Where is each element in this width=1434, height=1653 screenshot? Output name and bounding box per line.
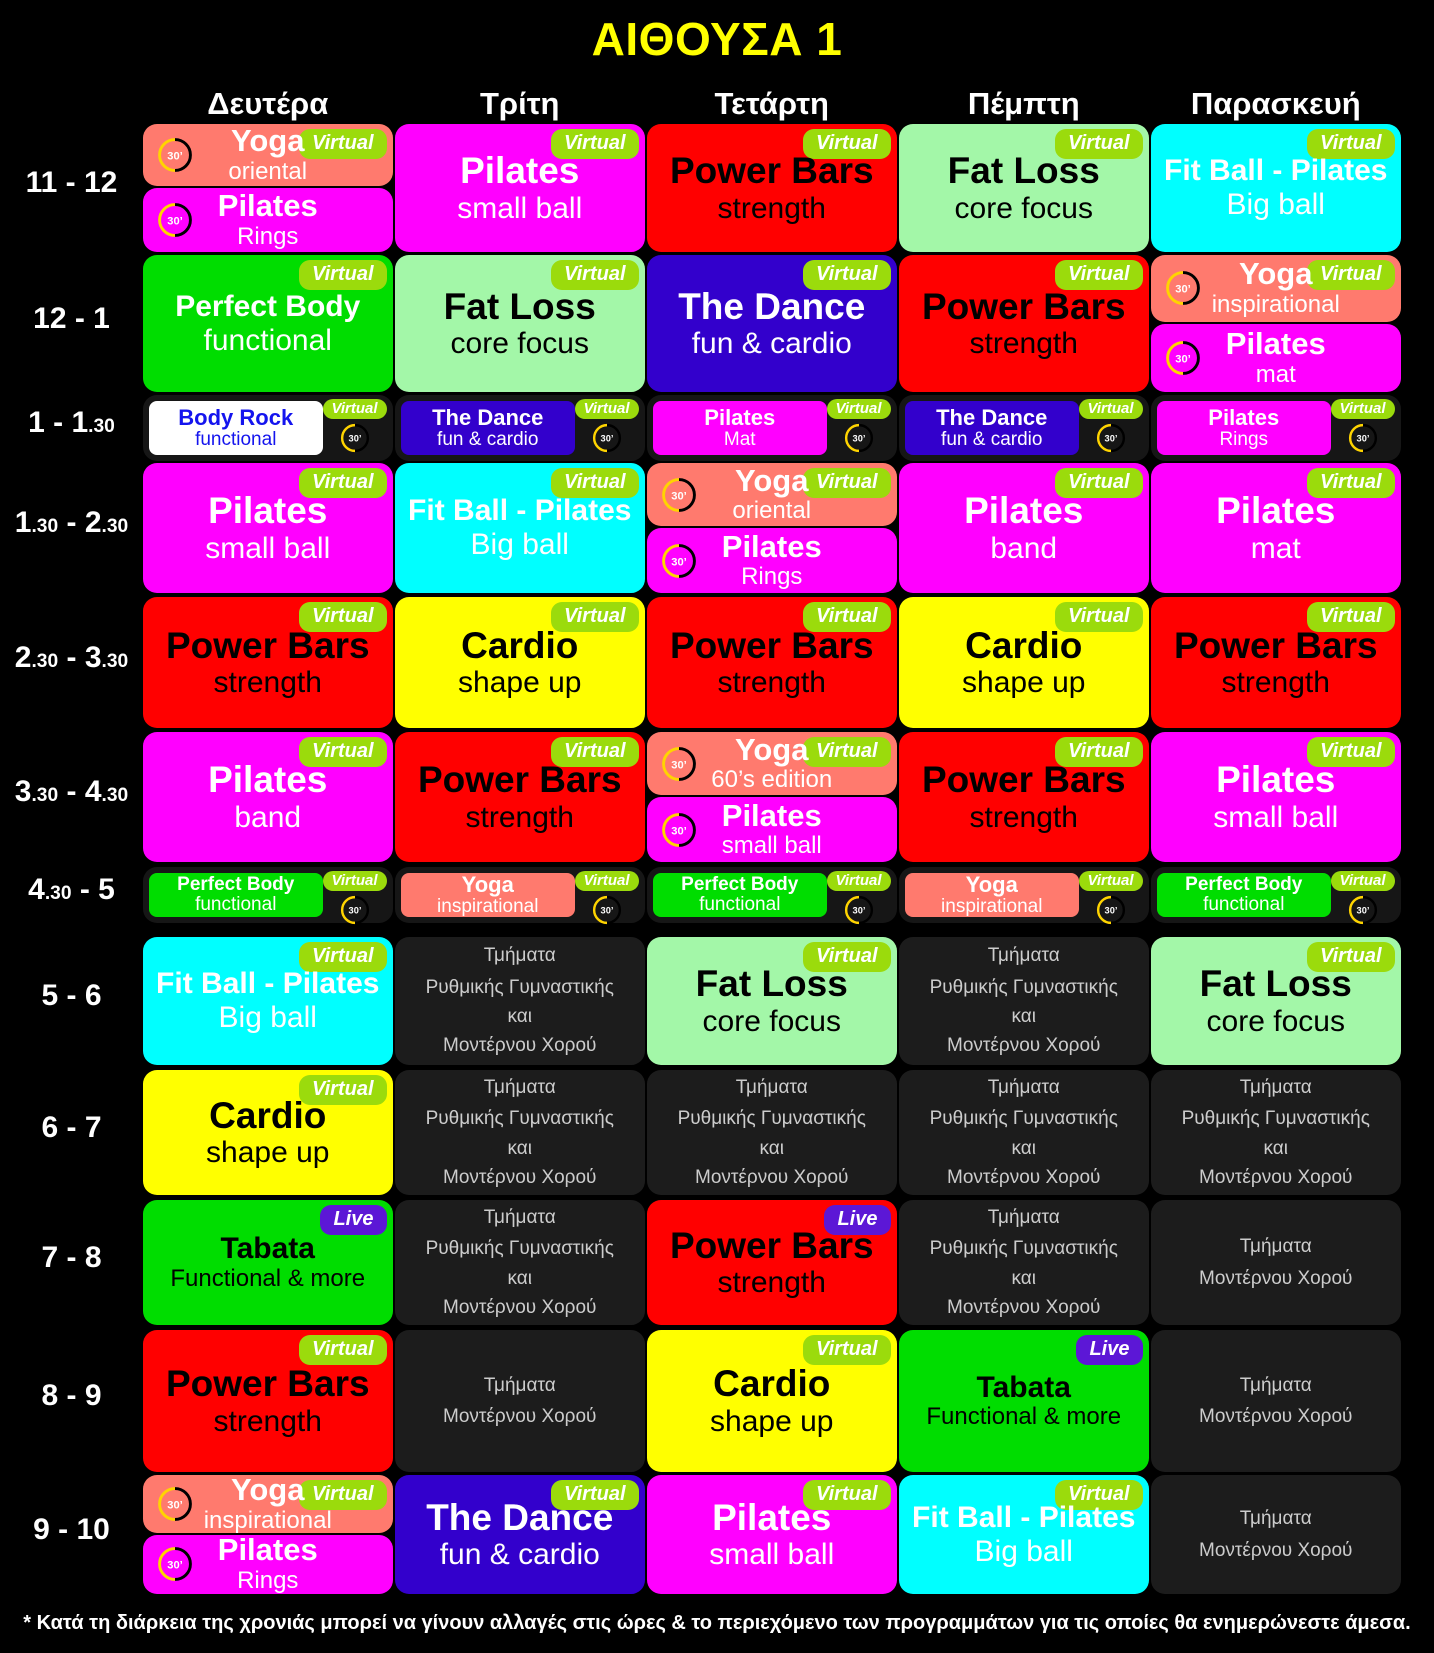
svg-text:30’: 30’ bbox=[852, 906, 865, 916]
svg-text:30’: 30’ bbox=[1356, 434, 1369, 444]
svg-text:30’: 30’ bbox=[348, 906, 361, 916]
svg-text:30’: 30’ bbox=[1356, 906, 1369, 916]
svg-text:30’: 30’ bbox=[1104, 906, 1117, 916]
svg-text:30’: 30’ bbox=[600, 434, 613, 444]
svg-text:30’: 30’ bbox=[600, 906, 613, 916]
svg-text:30’: 30’ bbox=[348, 434, 361, 444]
svg-text:30’: 30’ bbox=[852, 434, 865, 444]
svg-text:30’: 30’ bbox=[1104, 434, 1117, 444]
